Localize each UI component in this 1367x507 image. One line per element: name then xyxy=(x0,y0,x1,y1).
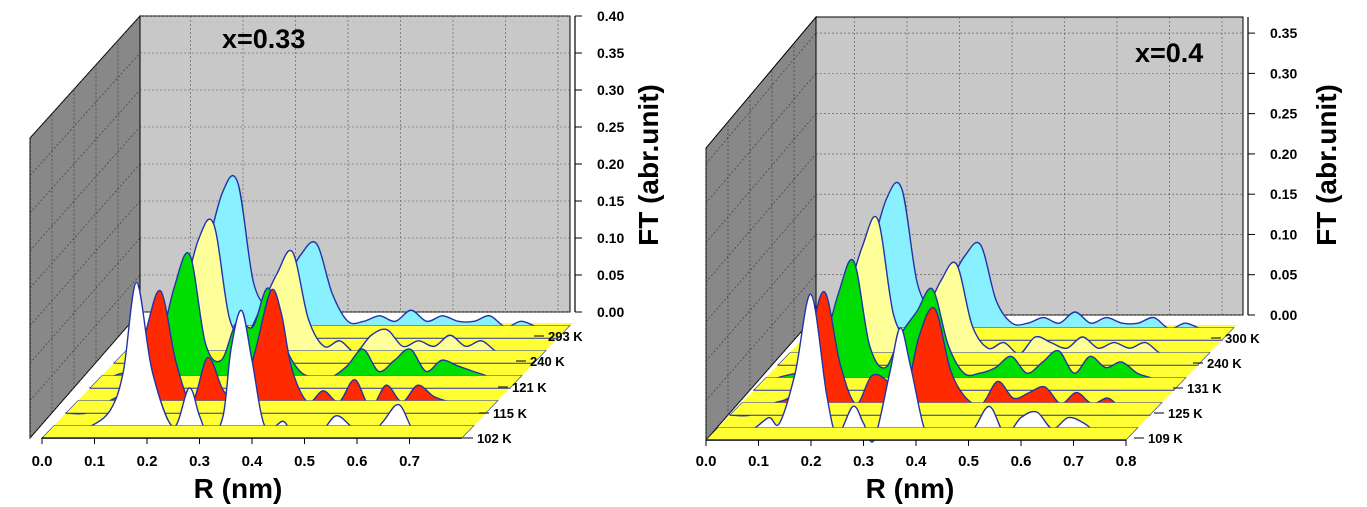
chart1-y-tick-label: 0.40 xyxy=(597,8,624,24)
chart2-y-tick-label: 0.00 xyxy=(1270,307,1297,323)
chart1-group xyxy=(29,14,582,444)
chart1-side-grid-line xyxy=(29,126,141,251)
chart1-y-tick-label: 0.15 xyxy=(597,193,624,209)
chart2-side-grid-line xyxy=(705,32,817,164)
chart2-series-131k-area xyxy=(753,258,1175,391)
chart1-z-tick-label: 121 K xyxy=(512,380,547,395)
chart1-y-tick-label: 0.05 xyxy=(597,267,624,283)
chart2-x-tick-label: 0.5 xyxy=(958,453,979,470)
chart1-annotation: x=0.33 xyxy=(222,24,305,54)
chart1-side-grid-line xyxy=(29,89,141,214)
chart2-y-tick-label: 0.30 xyxy=(1270,65,1297,81)
chart2-y-tick-label: 0.10 xyxy=(1270,226,1297,242)
chart1-y-tick-label: 0.10 xyxy=(597,230,624,246)
chart1-side-grid-line xyxy=(29,15,141,139)
chart1-x-tick-label: 0.3 xyxy=(189,453,210,470)
chart2-side-grid-line xyxy=(705,153,817,283)
chart1-z-tick-label: 115 K xyxy=(493,406,528,421)
chart1-x-tick-label: 0.5 xyxy=(294,453,315,470)
chart1-series-293k-area xyxy=(137,175,559,339)
chart1-series-121k-area xyxy=(89,252,511,389)
chart2-annotation: x=0.4 xyxy=(1135,38,1203,68)
chart2-x-tick-label: 0.4 xyxy=(906,453,928,470)
chart1-side-grid-line xyxy=(29,52,141,176)
chart2-x-tick-label: 0.8 xyxy=(1116,453,1137,470)
chart1-series-115k-area xyxy=(65,288,487,415)
chart2-x-tick-label: 0.6 xyxy=(1011,453,1032,470)
chart2-side-grid-line xyxy=(705,73,817,204)
chart2-z-tick-label: 300 K xyxy=(1225,331,1260,346)
chart1-x-tick-label: 0.7 xyxy=(399,453,420,470)
chart2-z-tick-label: 109 K xyxy=(1148,431,1183,446)
chart2-z-tick-label: 131 K xyxy=(1187,381,1222,396)
chart1-y-tick-label: 0.35 xyxy=(597,45,624,61)
chart1-x-tick-label: 0.1 xyxy=(84,453,105,470)
chart1-x-tick-label: 0.4 xyxy=(242,453,264,470)
chart2-group xyxy=(705,15,1255,446)
chart2-series-109k-base xyxy=(705,427,1139,441)
chart1-series-240k-area xyxy=(113,218,535,364)
chart1-y-tick-label: 0.25 xyxy=(597,119,624,135)
chart2-y-tick-label: 0.35 xyxy=(1270,25,1297,41)
chart2-y-tick-label: 0.15 xyxy=(1270,186,1297,202)
chart2-x-axis-title: R (nm) xyxy=(866,473,955,504)
chart2-side-grid-line xyxy=(705,193,817,322)
chart1-z-tick-label: 293 K xyxy=(548,329,583,344)
chart2-x-tick-label: 0.0 xyxy=(696,453,717,470)
chart1-x-tick-label: 0.0 xyxy=(32,453,53,470)
chart2-side-grid-line xyxy=(705,113,817,243)
chart1-x-axis-title: R (nm) xyxy=(194,473,283,504)
chart1-series-102k-area xyxy=(41,281,463,439)
chart2-series-240k-area xyxy=(777,216,1199,366)
chart2-x-tick-label: 0.2 xyxy=(801,453,822,470)
chart2-x-tick-label: 0.3 xyxy=(853,453,874,470)
chart2-x-tick-label: 0.7 xyxy=(1063,453,1084,470)
chart1-z-tick-label: 240 K xyxy=(530,354,565,369)
chart2-series-300k-area xyxy=(801,181,1223,341)
chart1-y-tick-label: 0.30 xyxy=(597,82,624,98)
chart1-x-tick-label: 0.2 xyxy=(137,453,158,470)
chart2-y-tick-label: 0.20 xyxy=(1270,146,1297,162)
chart1-x-tick-label: 0.6 xyxy=(347,453,368,470)
chart1-z-tick-label: 102 K xyxy=(477,431,512,446)
chart2-y-axis-title: FT (abr.unit) xyxy=(1311,84,1342,246)
chart2-z-tick-label: 240 K xyxy=(1207,356,1242,371)
chart2-series-125k-base xyxy=(729,402,1163,416)
chart1-series-115k-base xyxy=(65,400,499,414)
chart1-y-tick-label: 0.00 xyxy=(597,304,624,320)
chart2-z-tick-label: 125 K xyxy=(1168,406,1203,421)
chart2-series-109k-area xyxy=(705,293,1127,443)
chart2-side-wall xyxy=(705,15,817,442)
chart1-series-102k-base xyxy=(41,425,475,439)
chart2-y-tick-label: 0.05 xyxy=(1270,267,1297,283)
chart2-y-tick-label: 0.25 xyxy=(1270,106,1297,122)
chart2-x-tick-label: 0.1 xyxy=(748,453,769,470)
chart1-y-tick-label: 0.20 xyxy=(597,156,624,172)
chart1-y-axis-title: FT (abr.unit) xyxy=(633,84,664,246)
